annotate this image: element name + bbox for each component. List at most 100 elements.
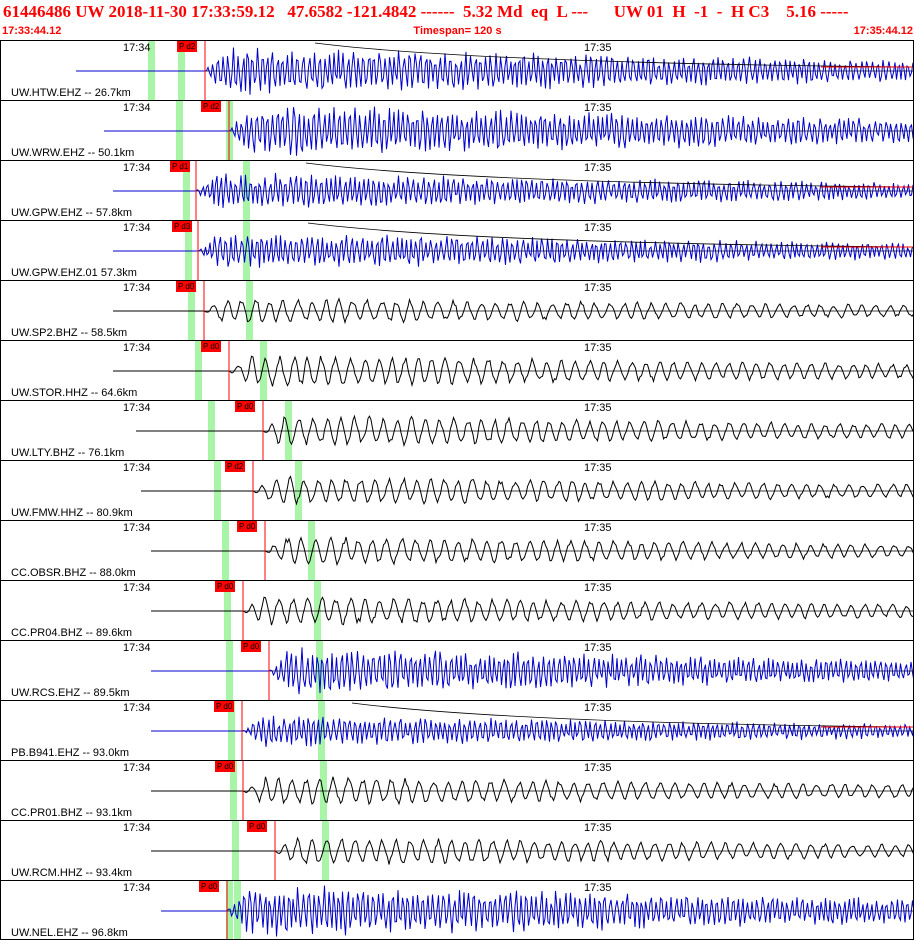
station-label: CC.PR04.BHZ -- 89.6km <box>11 627 133 639</box>
time-tick-label: 17:35 <box>584 402 612 414</box>
time-tick-label: 17:34 <box>123 282 151 294</box>
waveform-plot <box>151 641 913 700</box>
waveform-plot <box>151 581 913 640</box>
time-tick-label: 17:35 <box>584 702 612 714</box>
time-tick-label: 17:35 <box>584 762 612 774</box>
time-tick-label: 17:34 <box>123 642 151 654</box>
time-tick-label: 17:34 <box>123 582 151 594</box>
p-pick-label[interactable]: P d1 <box>170 161 191 172</box>
station-label: UW.FMW.HHZ -- 80.9km <box>11 507 133 519</box>
p-pick-label[interactable]: P d3 <box>172 221 193 232</box>
time-tick-label: 17:34 <box>123 342 151 354</box>
waveform-trace <box>104 106 913 156</box>
seismogram-panel[interactable]: P d0 17:34 17:35 UW.SP2.BHZ -- 58.5km <box>0 280 914 340</box>
seismogram-panel[interactable]: P d0 17:34 17:35 UW.STOR.HHZ -- 64.6km <box>0 340 914 400</box>
waveform-plot <box>151 761 913 820</box>
waveform-plot <box>136 401 913 460</box>
waveform-plot <box>104 101 913 160</box>
event-header: 61446486 UW 2018-11-30 17:33:59.12 47.65… <box>0 0 915 40</box>
time-tick-label: 17:35 <box>584 282 612 294</box>
p-pick-label[interactable]: P d0 <box>199 881 220 892</box>
waveform-trace <box>76 47 913 95</box>
waveform-plot <box>76 41 913 100</box>
station-label: UW.GPW.EHZ -- 57.8km <box>11 207 133 219</box>
waveform-plot <box>113 281 913 340</box>
station-label: PB.B941.EHZ -- 93.0km <box>11 747 129 759</box>
seismogram-panel[interactable]: P d0 17:34 17:35 CC.OBSR.BHZ -- 88.0km <box>0 520 914 580</box>
time-tick-label: 17:34 <box>123 42 151 54</box>
waveform-trace <box>151 647 913 695</box>
p-pick-label[interactable]: P d2 <box>201 101 222 112</box>
waveform-trace <box>151 776 913 806</box>
waveform-plot <box>151 521 913 580</box>
station-label: UW.GPW.EHZ.01 57.3km <box>11 267 137 279</box>
time-tick-label: 17:34 <box>123 762 151 774</box>
station-label: CC.OBSR.BHZ -- 88.0km <box>11 567 136 579</box>
seismogram-panel[interactable]: P d0 17:34 17:35 CC.PR04.BHZ -- 89.6km <box>0 580 914 640</box>
p-pick-label[interactable]: P d0 <box>214 701 235 712</box>
window-marker <box>234 881 241 939</box>
timespan-label: Timespan= 120 s <box>413 25 502 37</box>
station-label: CC.PR01.BHZ -- 93.1km <box>11 807 133 819</box>
window-marker <box>320 761 327 820</box>
waveform-plot <box>113 161 913 220</box>
waveform-trace <box>141 475 913 506</box>
p-pick-label[interactable]: P d0 <box>215 761 236 772</box>
station-label: UW.RCS.EHZ -- 89.5km <box>11 687 130 699</box>
seismogram-panel[interactable]: P d2 17:34 17:35 UW.HTW.EHZ -- 26.7km <box>0 40 914 100</box>
station-label: UW.LTY.BHZ -- 76.1km <box>11 447 125 459</box>
time-tick-label: 17:34 <box>123 822 151 834</box>
p-pick-label[interactable]: P d0 <box>237 521 258 532</box>
station-label: UW.SP2.BHZ -- 58.5km <box>11 327 128 339</box>
seismogram-panel[interactable]: P d0 17:34 17:35 UW.RCS.EHZ -- 89.5km <box>0 640 914 700</box>
seismogram-panel[interactable]: P d0 17:34 17:35 UW.NEL.EHZ -- 96.8km <box>0 880 914 940</box>
end-time-label: 17:35:44.12 <box>853 25 913 37</box>
seismogram-panel[interactable]: P d0 17:34 17:35 PB.B941.EHZ -- 93.0km <box>0 700 914 760</box>
seismogram-panel[interactable]: P d0 17:34 17:35 UW.RCM.HHZ -- 93.4km <box>0 820 914 880</box>
time-tick-label: 17:35 <box>584 642 612 654</box>
p-pick-label[interactable]: P d0 <box>247 821 268 832</box>
p-pick-label[interactable]: P d2 <box>177 41 198 52</box>
waveform-trace <box>151 715 913 747</box>
waveform-trace <box>151 596 913 626</box>
p-pick-label[interactable]: P d0 <box>235 401 256 412</box>
p-pick-label[interactable]: P d0 <box>215 581 236 592</box>
station-label: UW.NEL.EHZ -- 96.8km <box>11 927 128 939</box>
time-tick-label: 17:35 <box>584 882 612 894</box>
waveform-trace <box>113 297 913 325</box>
window-marker <box>316 641 323 700</box>
seismogram-panel[interactable]: P d0 17:34 17:35 CC.PR01.BHZ -- 93.1km <box>0 760 914 820</box>
seismogram-panel[interactable]: P d1 17:34 17:35 UW.GPW.EHZ -- 57.8km <box>0 160 914 220</box>
window-marker <box>260 341 267 400</box>
window-marker <box>246 281 253 340</box>
start-time-label: 17:33:44.12 <box>2 25 62 37</box>
time-tick-label: 17:34 <box>123 102 151 114</box>
station-label: UW.HTW.EHZ -- 26.7km <box>11 87 131 99</box>
p-pick-label[interactable]: P d0 <box>241 641 262 652</box>
seismogram-panel[interactable]: P d0 17:34 17:35 UW.LTY.BHZ -- 76.1km <box>0 400 914 460</box>
seismogram-panel[interactable]: P d2 17:34 17:35 UW.WRW.EHZ -- 50.1km <box>0 100 914 160</box>
time-tick-label: 17:35 <box>584 102 612 114</box>
seismogram-panel[interactable]: P d3 17:34 17:35 UW.GPW.EHZ.01 57.3km <box>0 220 914 280</box>
station-label: UW.WRW.EHZ -- 50.1km <box>11 147 135 159</box>
seismogram-stack[interactable]: P d2 17:34 17:35 UW.HTW.EHZ -- 26.7km P d2 17… <box>0 40 915 940</box>
time-tick-label: 17:34 <box>123 222 151 234</box>
window-marker <box>243 221 250 280</box>
waveform-trace <box>136 414 913 448</box>
window-marker <box>322 821 329 880</box>
station-label: UW.STOR.HHZ -- 64.6km <box>11 387 138 399</box>
waveform-plot <box>113 221 913 280</box>
window-marker <box>226 881 233 939</box>
p-pick-label[interactable]: P d0 <box>201 341 222 352</box>
waveform-trace <box>113 234 913 268</box>
waveform-trace <box>113 172 913 208</box>
window-marker <box>295 461 302 520</box>
waveform-trace <box>161 885 913 937</box>
time-tick-label: 17:35 <box>584 822 612 834</box>
coda-decay-curve <box>314 42 913 68</box>
time-tick-label: 17:34 <box>123 702 151 714</box>
seismogram-panel[interactable]: P d2 17:34 17:35 UW.FMW.HHZ -- 80.9km <box>0 460 914 520</box>
p-pick-label[interactable]: P d0 <box>176 281 197 292</box>
p-pick-label[interactable]: P d2 <box>225 461 246 472</box>
time-tick-label: 17:34 <box>123 882 151 894</box>
